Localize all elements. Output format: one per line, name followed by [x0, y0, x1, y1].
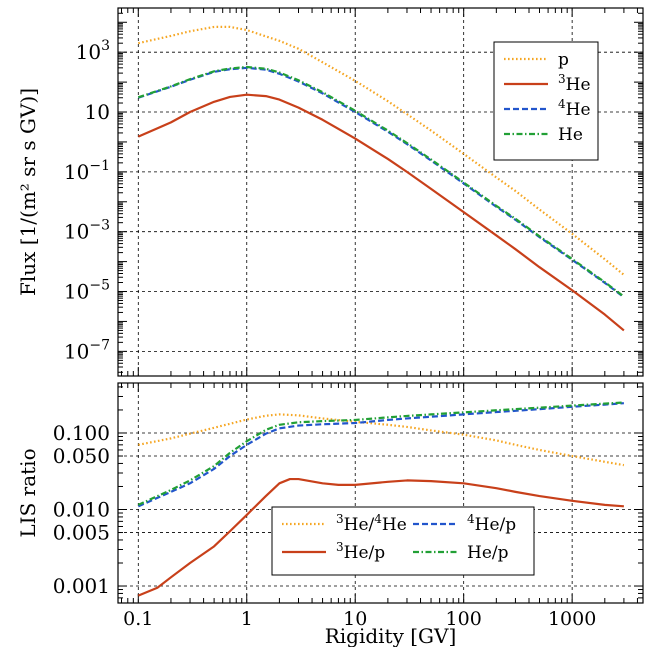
legend-text: He/p [467, 543, 509, 563]
legend-text: He/p [475, 515, 517, 535]
y-tick-label-exp: 3 [101, 38, 110, 54]
series-line-he-p [137, 401, 624, 506]
legend-sup: 3 [558, 72, 566, 86]
y-tick-label: 10−3 [64, 218, 110, 244]
series-line-3he-4he [138, 413, 625, 467]
y-tick-label: 0.050 [53, 444, 110, 468]
y-tick-label-exp: −7 [89, 337, 110, 353]
legend-text: p [558, 50, 569, 70]
legend-label-p: p [558, 50, 569, 70]
plot-frame [117, 382, 644, 604]
x-tick-label: 100 [446, 608, 482, 630]
legend-label-3he-4he: 3He/4He [336, 512, 407, 535]
legend-sup: 4 [558, 97, 566, 111]
x-tick-label: 0.1 [123, 608, 153, 630]
series-group [137, 25, 625, 332]
y-tick-label: 10−5 [64, 278, 110, 304]
y-axis-label: Flux [1/(m² sr s GV)] [16, 88, 40, 296]
x-tick-label: 1 [241, 608, 253, 630]
series-line-3he-p [137, 477, 624, 597]
y-tick-label-base: 10 [64, 339, 89, 363]
legend-label-4he: 4He [558, 97, 591, 120]
y-tick-label: 0.005 [53, 521, 110, 545]
legend-label-he: He [558, 125, 583, 145]
series-line-p [138, 25, 625, 276]
legend-text: He [382, 515, 407, 535]
series-group [137, 401, 625, 597]
series-line-3he [137, 93, 625, 332]
y-tick-label: 0.010 [53, 498, 110, 522]
series-line-4he [137, 66, 625, 299]
y-tick-label: 10−1 [64, 158, 110, 184]
legend-text: He/p [344, 543, 386, 563]
y-tick-label: 10−7 [64, 337, 110, 363]
x-tick-labels: 0.1 1 10 100 1000 [123, 608, 596, 630]
legend-label-3he: 3He [558, 72, 591, 95]
x-axis-label: Rigidity [GV] [325, 624, 457, 647]
y-axis-label: LIS ratio [16, 448, 40, 537]
x-tick-label: 1000 [548, 608, 596, 630]
y-tick-label: 10 [85, 100, 110, 124]
y-tick-label: 0.001 [53, 574, 110, 598]
legend-box [493, 41, 599, 161]
x-tick-label: 10 [343, 608, 367, 630]
series-line-4he-p [137, 402, 624, 508]
y-tick-label-base: 10 [85, 100, 110, 124]
legend-sup: 3 [336, 512, 344, 526]
y-tick-label: 0.100 [53, 421, 110, 445]
legend-sup: 4 [467, 512, 475, 526]
y-tick-label-base: 10 [76, 40, 101, 64]
legend-label-3he-p: 3He/p [336, 540, 385, 563]
plot-frame [117, 7, 644, 377]
legend-text: He [566, 75, 591, 95]
y-tick-label-exp: −1 [89, 158, 110, 174]
legend-sup: 3 [336, 540, 344, 554]
y-tick-label-base: 10 [64, 160, 89, 184]
y-tick-label: 103 [76, 38, 110, 64]
y-tick-label-base: 10 [64, 220, 89, 244]
legend-text: He [566, 100, 591, 120]
legend-text: He [558, 125, 583, 145]
legend-label-4he-p: 4He/p [467, 512, 516, 535]
legend-label-he-p: He/p [467, 543, 509, 563]
y-tick-label-exp: −3 [89, 218, 110, 234]
y-tick-label-base: 10 [64, 280, 89, 304]
legend-box [271, 506, 535, 576]
legend-text: He/ [344, 515, 375, 535]
legend-sup: 4 [374, 512, 382, 526]
y-tick-label-exp: −5 [89, 278, 110, 294]
grid [118, 8, 643, 376]
ticks [118, 7, 643, 376]
